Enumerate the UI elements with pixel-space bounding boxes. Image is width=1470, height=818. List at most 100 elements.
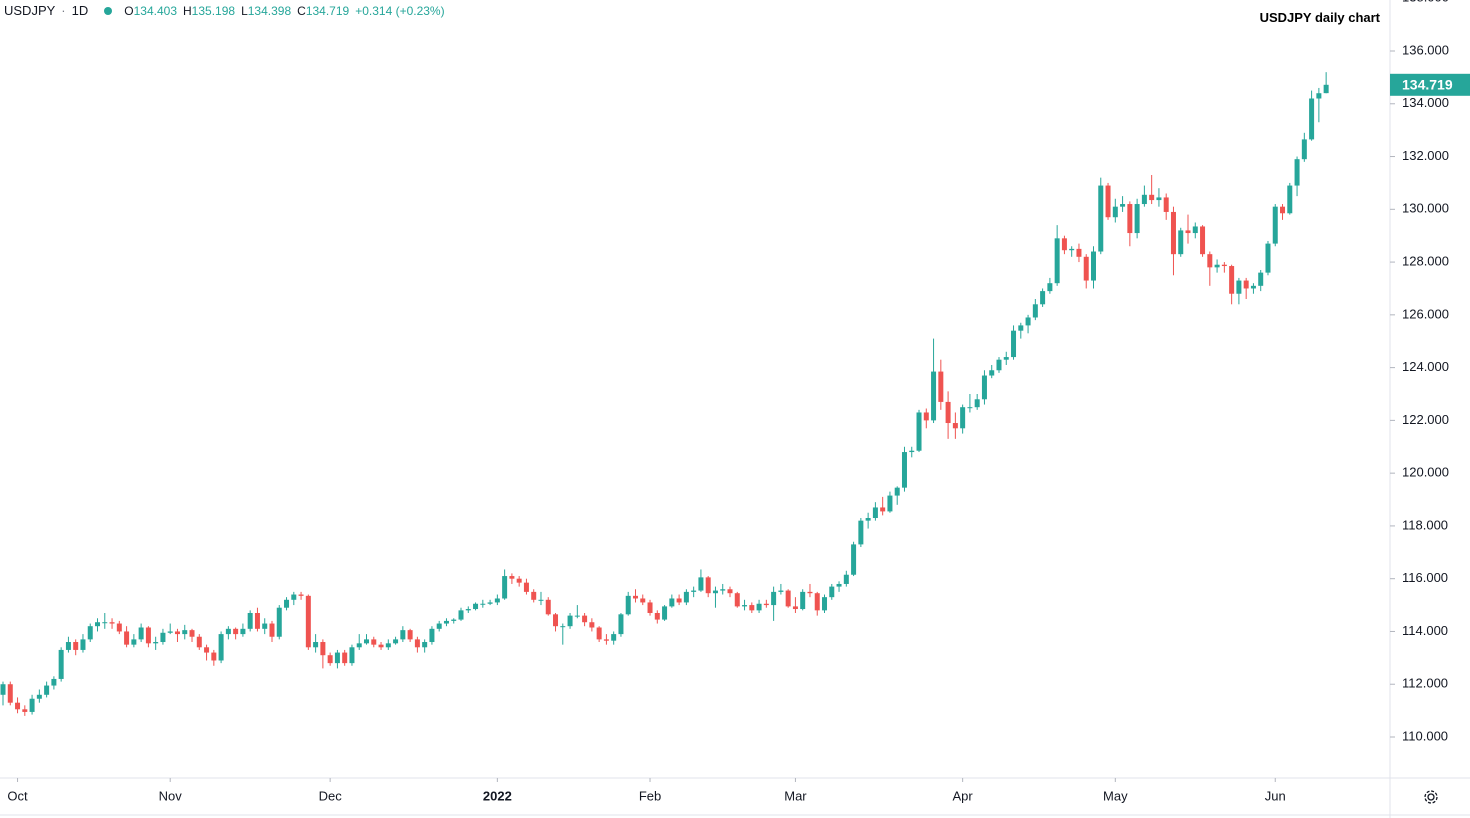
x-tick-label: 2022 (483, 788, 512, 803)
candle-body (145, 627, 151, 644)
candle-body (189, 630, 195, 637)
candle-body (1032, 304, 1038, 318)
candle-body (385, 643, 391, 648)
candle-body (473, 603, 479, 610)
candle-body (1083, 256, 1089, 281)
candle-body (582, 615, 588, 623)
candle-body (124, 631, 130, 645)
candle-body (502, 576, 508, 599)
chart-title: USDJPY daily chart (1259, 10, 1380, 25)
y-tick-label: 110.000 (1402, 728, 1448, 743)
candle-body (880, 507, 886, 512)
candle-body (247, 612, 253, 629)
candle-body (1025, 317, 1031, 326)
candle-body (553, 614, 559, 627)
candle-body (1163, 197, 1169, 212)
candle-body (509, 576, 515, 579)
candle-body (429, 628, 435, 643)
candle-body (1236, 280, 1242, 294)
candle-body (1170, 211, 1176, 255)
candle-body (58, 649, 64, 679)
candle-body (436, 623, 442, 629)
y-tick-label: 130.000 (1402, 201, 1449, 216)
candle-body (138, 627, 144, 640)
candle-body (160, 632, 166, 643)
candle-body (393, 639, 399, 644)
x-tick-label: Nov (159, 788, 183, 803)
candle-body (349, 647, 355, 664)
candle-body (603, 639, 609, 641)
candle-body (22, 709, 28, 712)
candle-body (589, 622, 595, 628)
candle-body (1309, 98, 1315, 140)
candle-body (1112, 206, 1118, 218)
candle-body (705, 577, 711, 594)
candle-body (254, 612, 260, 629)
candle-body (822, 597, 828, 611)
candle-body (291, 594, 297, 600)
candle-body (1323, 84, 1329, 94)
candle-body (691, 590, 697, 592)
candle-body (196, 636, 202, 648)
candle-body (87, 626, 93, 640)
y-tick-label: 134.000 (1402, 95, 1449, 110)
candle-body (284, 599, 290, 608)
candle-body (945, 401, 951, 424)
candle-body (1250, 285, 1256, 289)
candle-body (458, 610, 464, 620)
candle-body (174, 631, 180, 635)
candle-body (487, 602, 493, 604)
candle-body (851, 544, 857, 575)
candle-body (443, 620, 449, 624)
candle-body (640, 598, 646, 603)
candle-body (749, 605, 755, 611)
x-tick-label: Apr (953, 788, 974, 803)
market-status-dot (104, 6, 113, 15)
candle-body (618, 614, 624, 635)
candle-body (662, 606, 668, 620)
open-key: O (124, 3, 134, 18)
last-price-tag (1390, 73, 1470, 96)
candle-body (538, 599, 544, 601)
candle-body (407, 630, 413, 640)
symbol[interactable]: USDJPY (4, 3, 56, 18)
candle-body (7, 684, 13, 703)
candle-body (1054, 238, 1060, 284)
settings-icon-gear (1424, 790, 1438, 804)
candle-body (320, 642, 326, 656)
candle-body (51, 678, 57, 686)
candle-body (109, 622, 115, 624)
candle-body (1149, 194, 1155, 201)
candle-body (29, 698, 35, 712)
candle-body (225, 628, 231, 635)
candle-body (625, 595, 631, 615)
candle-body (102, 622, 108, 624)
y-tick-label: 138.000 (1402, 0, 1449, 5)
candle-body (73, 642, 79, 650)
y-tick-label: 132.000 (1402, 148, 1449, 163)
candle-body (923, 412, 929, 421)
candle-body (611, 634, 617, 641)
candle-body (116, 623, 122, 632)
candle-body (182, 630, 188, 635)
high-value: 135.198 (191, 3, 236, 18)
candle-body (414, 639, 420, 648)
settings-icon[interactable] (1424, 790, 1438, 804)
x-tick-label: Mar (784, 788, 807, 803)
x-tick-label: May (1103, 788, 1128, 803)
candle-body (938, 371, 944, 402)
candle-body (952, 423, 958, 429)
candle-body (0, 684, 6, 695)
interval[interactable]: 1D (71, 3, 89, 18)
candle-body (44, 685, 50, 695)
candle-body (647, 602, 653, 613)
candle-body (1316, 93, 1322, 99)
candle-body (1018, 325, 1024, 331)
candle-body (1011, 330, 1017, 358)
candle-body (989, 370, 995, 376)
candle-body (560, 626, 566, 628)
low-value: 134.398 (247, 3, 292, 18)
candle-body (1192, 226, 1198, 234)
candle-body (1294, 159, 1300, 186)
y-tick-label: 112.000 (1402, 676, 1448, 691)
